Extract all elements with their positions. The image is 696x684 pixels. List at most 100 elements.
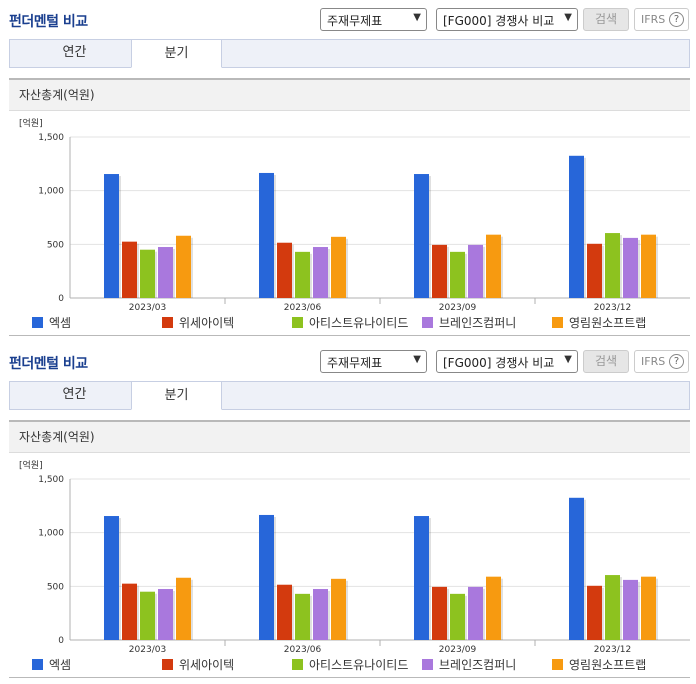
y-tick-label: 0 xyxy=(58,294,64,304)
tab-quarterly[interactable]: 분기 xyxy=(131,39,222,68)
bar xyxy=(432,244,447,298)
help-icon: ? xyxy=(669,12,684,27)
legend-item[interactable]: 브레인즈컴퍼니 xyxy=(422,314,516,331)
legend-label: 영림원소프트랩 xyxy=(569,316,647,330)
legend-swatch xyxy=(422,317,433,328)
legend-item[interactable]: 아티스트유나이티드 xyxy=(292,314,408,331)
bar-shadow xyxy=(155,251,157,298)
legend-label: 위세아이텍 xyxy=(179,316,235,330)
legend-label: 엑셈 xyxy=(49,658,72,672)
bar-shadow xyxy=(483,246,485,298)
bar-shadow xyxy=(119,518,121,640)
tab-annual[interactable]: 연간 xyxy=(62,387,87,402)
bar xyxy=(259,172,274,298)
bar-shadow xyxy=(155,593,157,640)
legend-label: 아티스트유나이티드 xyxy=(309,316,409,330)
ifrs-help-button[interactable]: IFRS ? xyxy=(634,350,689,373)
bar xyxy=(158,589,173,640)
bar-shadow xyxy=(465,253,467,298)
compare-select[interactable]: [FG000] 경쟁사 비교 ▼ xyxy=(436,350,578,373)
bar xyxy=(295,593,310,640)
bar-shadow xyxy=(638,581,640,640)
chart-legend: 엑셈 위세아이텍 아티스트유나이티드 브레인즈컴퍼니 영림원소프트랩 xyxy=(32,314,692,330)
bar-shadow xyxy=(602,587,604,640)
bar xyxy=(569,497,584,640)
bar-chart: [억원] 0 500 1,000 1,500 2023/03 2023/06 2023/09 2… xyxy=(19,117,690,313)
bar xyxy=(569,155,584,298)
bar-shadow xyxy=(656,236,658,298)
legend-item[interactable]: 위세아이텍 xyxy=(162,656,234,673)
panel-title: 펀더멘털 비교 xyxy=(9,356,88,372)
legend-swatch xyxy=(552,659,563,670)
legend-item[interactable]: 브레인즈컴퍼니 xyxy=(422,656,516,673)
x-tick-label: 2023/09 xyxy=(439,645,477,655)
y-tick-label: 1,000 xyxy=(38,529,64,539)
chart-header: 자산총계(억원) xyxy=(9,422,690,453)
legend-label: 아티스트유나이티드 xyxy=(309,658,409,672)
bar xyxy=(450,251,465,298)
bar xyxy=(587,585,602,640)
bar xyxy=(140,591,155,640)
bar-shadow xyxy=(447,246,449,298)
tab-annual[interactable]: 연간 xyxy=(62,45,87,60)
bar xyxy=(277,242,292,298)
report-type-value: 주재무제표 xyxy=(327,356,383,370)
bar-shadow xyxy=(584,157,586,298)
fundamental-panel-1: 펀더멘털 비교 주재무제표 ▼ [FG000] 경쟁사 비교 ▼ 검색 IFRS… xyxy=(9,8,692,336)
legend-item[interactable]: 위세아이텍 xyxy=(162,314,234,331)
bar-chart: [억원] 0 500 1,000 1,500 2023/03 2023/06 2023/09 2… xyxy=(19,459,690,655)
bar xyxy=(605,575,620,640)
bar xyxy=(623,237,638,298)
legend-item[interactable]: 아티스트유나이티드 xyxy=(292,656,408,673)
bar-shadow xyxy=(310,595,312,640)
compare-value: [FG000] 경쟁사 비교 xyxy=(443,356,555,370)
compare-select[interactable]: [FG000] 경쟁사 비교 ▼ xyxy=(436,8,578,31)
legend-swatch xyxy=(32,317,43,328)
bar-shadow xyxy=(119,176,121,298)
tab-quarterly[interactable]: 분기 xyxy=(131,381,222,410)
legend-swatch xyxy=(32,659,43,670)
y-tick-label: 500 xyxy=(47,582,64,592)
ifrs-label: IFRS xyxy=(641,13,666,26)
bar-shadow xyxy=(292,244,294,298)
legend-swatch xyxy=(292,317,303,328)
bar-shadow xyxy=(274,516,276,640)
bar-shadow xyxy=(501,578,503,640)
bar xyxy=(623,579,638,640)
chart-box: 자산총계(억원) [억원] 0 500 1,000 1,500 2023/03 2023/0… xyxy=(9,420,690,678)
report-type-value: 주재무제표 xyxy=(327,14,383,28)
bar xyxy=(104,174,119,298)
chevron-down-icon: ▼ xyxy=(564,354,572,365)
bar xyxy=(313,247,328,298)
bar xyxy=(605,233,620,298)
legend-item[interactable]: 엑셈 xyxy=(32,314,71,331)
bar-shadow xyxy=(274,174,276,298)
legend-item[interactable]: 영림원소프트랩 xyxy=(552,656,646,673)
bar xyxy=(331,236,346,298)
bar xyxy=(295,251,310,298)
legend-swatch xyxy=(422,659,433,670)
x-tick-label: 2023/06 xyxy=(284,303,322,313)
bar xyxy=(122,241,137,298)
legend-item[interactable]: 엑셈 xyxy=(32,656,71,673)
bar xyxy=(176,235,191,298)
ifrs-help-button[interactable]: IFRS ? xyxy=(634,8,689,31)
legend-item[interactable]: 영림원소프트랩 xyxy=(552,314,646,331)
ifrs-label: IFRS xyxy=(641,355,666,368)
legend-label: 브레인즈컴퍼니 xyxy=(439,658,517,672)
legend-swatch xyxy=(292,659,303,670)
search-button[interactable]: 검색 xyxy=(583,8,629,31)
x-tick-label: 2023/12 xyxy=(594,303,631,313)
bar-shadow xyxy=(173,591,175,640)
unit-label: [억원] xyxy=(19,459,43,471)
report-type-select[interactable]: 주재무제표 ▼ xyxy=(320,8,427,31)
bar xyxy=(587,243,602,298)
search-button[interactable]: 검색 xyxy=(583,350,629,373)
fundamental-panel-2: 펀더멘털 비교 주재무제표 ▼ [FG000] 경쟁사 비교 ▼ 검색 IFRS… xyxy=(0,342,696,684)
chart-header: 자산총계(억원) xyxy=(9,80,690,111)
bar-shadow xyxy=(346,580,348,640)
report-type-select[interactable]: 주재무제표 ▼ xyxy=(320,350,427,373)
bar xyxy=(450,593,465,640)
bar-shadow xyxy=(429,518,431,640)
chart-legend: 엑셈 위세아이텍 아티스트유나이티드 브레인즈컴퍼니 영림원소프트랩 xyxy=(32,656,692,672)
